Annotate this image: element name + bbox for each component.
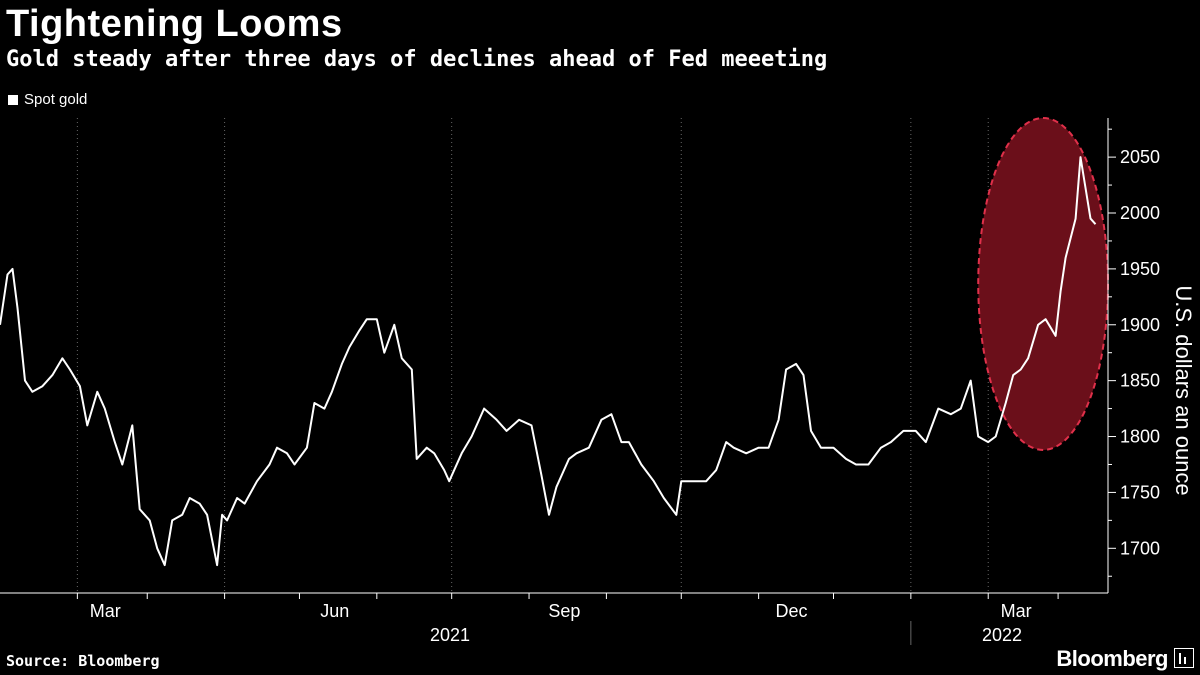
chart-title: Tightening Looms (6, 3, 343, 45)
x-tick-label: Mar (90, 601, 121, 621)
y-tick-label: 1900 (1120, 315, 1160, 335)
brand-wordmark: Bloomberg (1056, 646, 1168, 671)
y-tick-label: 1700 (1120, 538, 1160, 558)
year-label: 2022 (982, 625, 1022, 645)
legend-label: Spot gold (24, 91, 88, 108)
chart-subtitle: Gold steady after three days of declines… (6, 47, 828, 72)
y-tick-label: 1850 (1120, 371, 1160, 391)
x-tick-label: Dec (775, 601, 807, 621)
source-note: Source: Bloomberg (6, 652, 160, 670)
grid-lines (76, 118, 989, 593)
legend: Spot gold (8, 91, 87, 109)
highlight-ellipse (977, 117, 1109, 451)
x-tick-label: Mar (1001, 601, 1032, 621)
y-tick-label: 2000 (1120, 203, 1160, 223)
highlight-area (977, 117, 1109, 451)
y-tick-label: 1950 (1120, 259, 1160, 279)
x-tick-label: Sep (548, 601, 580, 621)
y-tick-label: 1800 (1120, 427, 1160, 447)
year-label: 2021 (430, 625, 470, 645)
bloomberg-logo-icon (1174, 648, 1194, 668)
y-tick-label: 2050 (1120, 147, 1160, 167)
legend-swatch (8, 95, 18, 105)
series-layer (0, 156, 1097, 567)
y-axis-title: U.S. dollars an ounce (1171, 285, 1196, 495)
axes: Mar Jun Sep Dec Mar 2021 2022 1700 1750 1800 1850 1… (0, 118, 1196, 645)
spot-gold-line (0, 156, 1097, 567)
y-tick-label: 1750 (1120, 482, 1160, 502)
x-tick-label: Jun (320, 601, 349, 621)
